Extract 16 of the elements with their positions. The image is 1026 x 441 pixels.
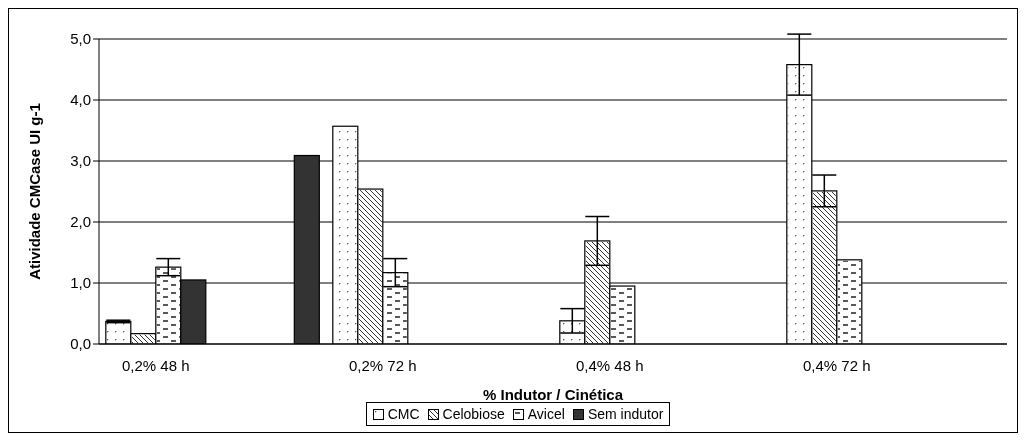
- y-tick-label: 4,0: [70, 91, 91, 109]
- y-tick-label: 5,0: [70, 30, 91, 48]
- y-axis-title: Atividade CMCase UI g-1: [26, 103, 44, 280]
- legend-label: Avicel: [526, 406, 565, 422]
- y-tick-label: 3,0: [70, 152, 91, 170]
- legend-label: Sem indutor: [586, 406, 664, 422]
- x-axis-title: % Indutor / Cinética: [482, 386, 624, 403]
- x-tick-label: 0,4% 72 h: [802, 356, 871, 374]
- x-tick-label: 0,2% 72 h: [348, 356, 417, 374]
- y-tick-label: 2,0: [70, 213, 91, 231]
- y-tick-label: 1,0: [70, 274, 91, 292]
- x-tick-label: 0,2% 48 h: [121, 356, 190, 374]
- y-tick-label: 0,0: [70, 335, 91, 353]
- legend-label: Celobiose: [441, 406, 505, 422]
- x-tick-label: 0,4% 48 h: [575, 356, 644, 374]
- legend-label: CMC: [386, 406, 420, 422]
